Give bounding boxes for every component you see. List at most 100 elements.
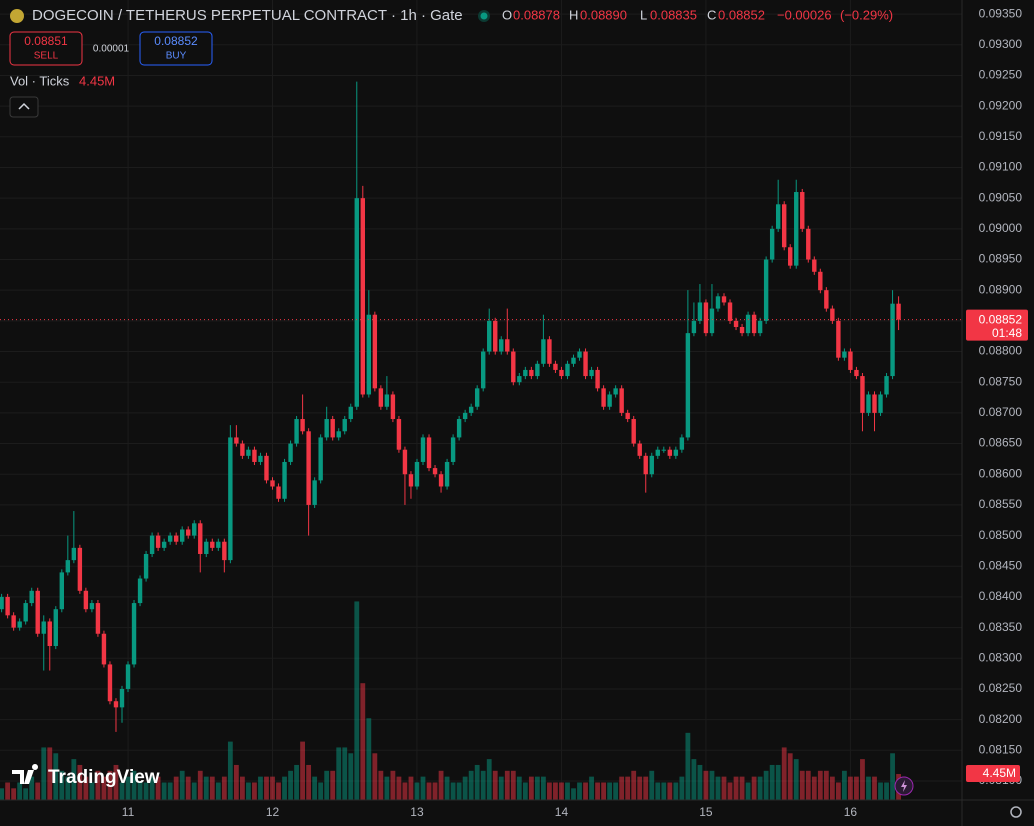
candle-body	[432, 468, 438, 475]
volume-bar	[167, 782, 173, 800]
buy-button[interactable]	[139, 31, 213, 66]
candle-body	[318, 437, 323, 481]
volume-bar	[276, 782, 281, 800]
volume-bar	[607, 782, 613, 800]
candle-body	[842, 351, 847, 358]
settings-icon[interactable]	[1010, 806, 1022, 818]
volume-title: Vol · Ticks	[10, 73, 70, 88]
x-tick-label: 16	[844, 805, 858, 819]
sell-button[interactable]	[9, 31, 83, 66]
volume-bar	[559, 782, 564, 800]
y-tick-label: 0.08350	[979, 620, 1023, 634]
volume-bar	[842, 770, 847, 800]
candle-body	[788, 247, 793, 266]
candle-body	[794, 192, 799, 266]
candle-body	[204, 541, 209, 554]
candle-body	[173, 535, 179, 542]
x-tick-label: 12	[266, 805, 280, 819]
legend-open: 0.08878	[513, 7, 560, 22]
y-tick-label: 0.08750	[979, 374, 1023, 388]
volume-label-box	[966, 765, 1020, 783]
candle-body	[240, 443, 245, 456]
candle-body	[456, 419, 462, 438]
volume-bar	[631, 770, 637, 800]
volume-bar	[233, 764, 239, 800]
volume-bar	[300, 741, 305, 800]
sell-price: 0.08851	[24, 34, 68, 48]
volume-bar	[179, 770, 185, 800]
volume-bar	[11, 788, 17, 800]
volume-bar	[775, 764, 781, 800]
candle-body	[775, 204, 781, 229]
volume-bar	[65, 776, 71, 800]
candle-body	[679, 437, 685, 450]
volume-bar	[5, 782, 11, 800]
legend-close: 0.08852	[718, 7, 765, 22]
legend-change-pct: (−0.29%)	[840, 7, 893, 22]
candle-body	[408, 474, 414, 487]
candle-body	[649, 455, 654, 475]
candle-body	[300, 419, 305, 432]
candle-body	[354, 198, 359, 407]
candle-body	[866, 394, 871, 413]
candle-body	[288, 443, 293, 462]
volume-bar	[709, 770, 715, 800]
volume-bar	[408, 776, 414, 800]
y-tick-label: 0.08250	[979, 681, 1023, 695]
candle-body	[59, 572, 64, 610]
candle-body	[836, 320, 841, 358]
candle-body	[180, 529, 185, 542]
volume-bar	[59, 770, 65, 800]
candle-body	[523, 369, 528, 377]
volume-bar	[811, 776, 817, 800]
candle-body	[872, 394, 877, 413]
volume-bar	[565, 782, 570, 800]
y-tick-label: 0.09300	[979, 37, 1023, 51]
candle-body	[468, 406, 474, 413]
y-tick-label: 0.08150	[979, 742, 1023, 756]
volume-bar	[480, 770, 486, 800]
volume-bar	[95, 770, 101, 800]
y-tick-label: 0.08500	[979, 528, 1023, 542]
volume-bar	[264, 776, 269, 800]
candle-body	[643, 455, 648, 475]
collapse-button[interactable]	[9, 96, 39, 118]
candle-body	[246, 449, 251, 456]
candle-body	[125, 664, 131, 689]
volume-bar	[486, 759, 492, 800]
y-tick-label: 0.08450	[979, 558, 1023, 572]
candle-body	[402, 449, 408, 475]
candle-body	[769, 228, 775, 260]
volume-bar	[691, 759, 697, 800]
candle-body	[0, 596, 4, 610]
volume-bar	[589, 776, 594, 800]
volume-bar	[655, 782, 661, 800]
y-tick-label: 0.08800	[979, 344, 1023, 358]
candle-body	[414, 461, 420, 487]
candle-body	[348, 406, 353, 420]
candles	[0, 81, 962, 732]
volume-bar	[745, 782, 751, 800]
volume-bar	[601, 782, 606, 800]
volume-bar	[29, 776, 35, 800]
candle-body	[29, 590, 34, 604]
volume-bar	[414, 782, 420, 800]
candle-body	[95, 603, 101, 634]
candle-body	[751, 314, 757, 334]
candle-body	[607, 394, 612, 407]
candle-body	[655, 449, 660, 456]
y-tick-label: 0.08700	[979, 405, 1023, 419]
volume-bar	[583, 782, 588, 800]
volume-bar	[161, 782, 167, 800]
y-tick-label: 0.08900	[979, 282, 1023, 296]
volume-bar	[131, 770, 137, 800]
candle-body	[167, 535, 173, 542]
legend-change: −0.00026	[777, 7, 832, 22]
volume-bar	[757, 776, 763, 800]
volume-bar	[0, 788, 5, 800]
y-tick-label: 0.08550	[979, 497, 1023, 511]
candle-body	[577, 351, 582, 358]
candle-body	[228, 437, 233, 561]
candle-body	[565, 363, 570, 377]
